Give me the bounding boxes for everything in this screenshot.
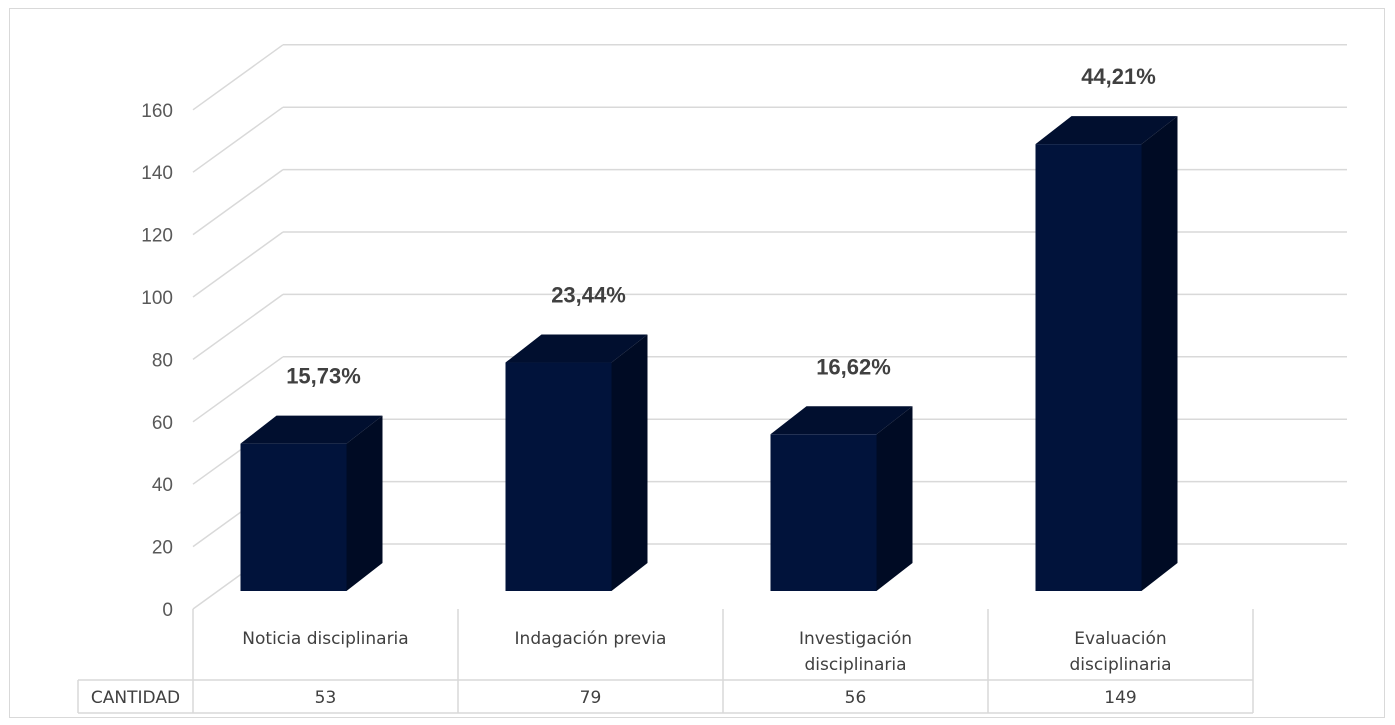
x-category-label: Evaluación disciplinaria xyxy=(1070,629,1172,675)
y-tick-label: 140 xyxy=(141,163,173,184)
y-tick-label: 20 xyxy=(152,538,173,559)
bar-3 xyxy=(770,434,877,591)
y-tick-label: 60 xyxy=(152,413,173,434)
bar-top-1 xyxy=(240,415,383,444)
bar-side-4 xyxy=(1141,116,1178,592)
x-category-label: Investigación disciplinaria xyxy=(799,629,912,675)
gridline-side-160 xyxy=(192,44,284,111)
bar-percent-label: 15,73% xyxy=(286,364,361,389)
y-tick-label: 0 xyxy=(162,600,173,621)
y-tick-label: 40 xyxy=(152,475,173,496)
bar-2 xyxy=(505,362,612,591)
table-cell-value: 149 xyxy=(1104,688,1136,708)
gridline-side-120 xyxy=(192,168,284,236)
x-category-label: Noticia disciplinaria xyxy=(242,629,408,649)
x-category-label: Indagación previa xyxy=(515,629,667,649)
gridline-side-100 xyxy=(192,231,284,298)
bar-4 xyxy=(1035,144,1142,591)
table-series-name: CANTIDAD xyxy=(91,688,180,708)
bar-1 xyxy=(240,443,347,591)
bar-percent-label: 44,21% xyxy=(1081,64,1156,89)
bar-percent-label: 16,62% xyxy=(816,354,891,379)
table-cell-value: 79 xyxy=(580,688,602,708)
bar-top-3 xyxy=(770,406,913,435)
gridline-side-80 xyxy=(192,293,284,361)
bar-side-2 xyxy=(611,334,648,591)
bar-top-4 xyxy=(1035,116,1178,145)
gridline-side-60 xyxy=(192,356,284,423)
bar-side-1 xyxy=(346,415,383,591)
bar-side-3 xyxy=(876,406,913,591)
table-cell-value: 53 xyxy=(315,688,337,708)
y-tick-label: 80 xyxy=(152,350,173,371)
gridline-side-140 xyxy=(192,106,284,173)
bar-percent-label: 23,44% xyxy=(551,283,626,308)
table-cell-value: 56 xyxy=(845,688,867,708)
y-tick-label: 160 xyxy=(141,101,173,122)
y-tick-label: 100 xyxy=(141,288,173,309)
y-tick-label: 120 xyxy=(141,226,173,247)
bar-top-2 xyxy=(505,334,648,363)
